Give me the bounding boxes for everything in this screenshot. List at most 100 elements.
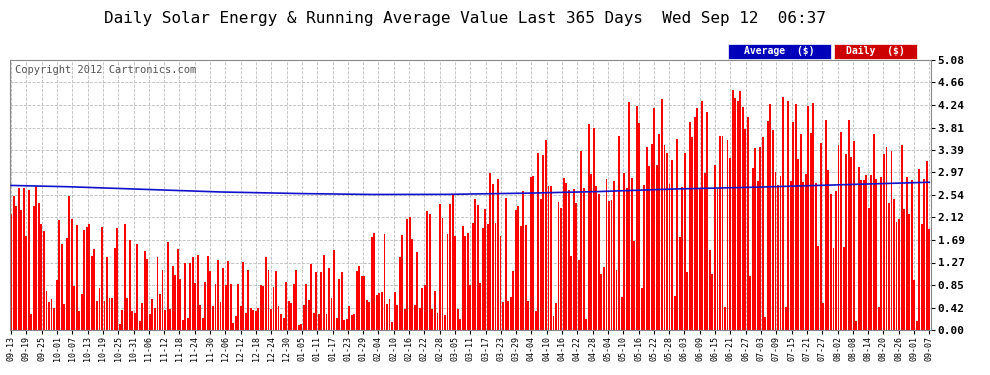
Bar <box>528 301 530 330</box>
Bar <box>883 154 885 330</box>
Bar <box>479 283 481 330</box>
Bar <box>618 136 620 330</box>
Bar <box>772 130 774 330</box>
Bar <box>828 170 830 330</box>
Bar <box>709 250 711 330</box>
Bar <box>121 310 123 330</box>
Bar <box>916 321 918 330</box>
Bar <box>350 315 352 330</box>
Bar <box>280 314 282 330</box>
Bar <box>227 261 229 330</box>
Bar <box>552 316 554 330</box>
Bar <box>311 264 312 330</box>
Bar <box>277 306 279 330</box>
Bar <box>411 238 413 330</box>
Bar <box>754 148 756 330</box>
Bar <box>137 244 139 330</box>
Bar <box>378 293 380 330</box>
Bar <box>466 233 468 330</box>
Bar <box>888 203 890 330</box>
Bar <box>308 300 310 330</box>
Bar <box>371 237 373 330</box>
Bar <box>272 286 274 330</box>
Bar <box>389 299 390 330</box>
Bar <box>565 183 567 330</box>
Bar <box>717 188 719 330</box>
Text: Copyright 2012 Cartronics.com: Copyright 2012 Cartronics.com <box>15 65 196 75</box>
Bar <box>93 249 95 330</box>
Bar <box>818 246 820 330</box>
Bar <box>88 224 90 330</box>
Bar <box>875 179 877 330</box>
Bar <box>240 306 242 330</box>
Bar <box>658 134 660 330</box>
Bar <box>144 251 146 330</box>
Bar <box>147 260 148 330</box>
Bar <box>573 189 574 330</box>
Bar <box>714 165 716 330</box>
Bar <box>603 267 605 330</box>
Bar <box>810 133 812 330</box>
Bar <box>166 242 168 330</box>
Bar <box>588 124 590 330</box>
Bar <box>505 198 507 330</box>
Bar <box>55 280 57 330</box>
Bar <box>119 324 121 330</box>
Bar <box>238 284 240 330</box>
Bar <box>391 322 393 330</box>
Bar <box>727 140 729 330</box>
Bar <box>326 314 328 330</box>
Bar <box>870 175 872 330</box>
Bar <box>823 303 825 330</box>
Bar <box>538 153 540 330</box>
Bar <box>194 282 196 330</box>
Bar <box>898 219 900 330</box>
Bar <box>285 282 287 330</box>
Bar <box>631 178 633 330</box>
Bar <box>590 174 592 330</box>
Bar <box>355 272 357 330</box>
Bar <box>595 186 597 330</box>
Bar <box>275 272 277 330</box>
Bar <box>543 155 545 330</box>
Bar <box>585 319 587 330</box>
Bar <box>926 161 928 330</box>
Bar <box>686 272 688 330</box>
Bar <box>623 173 625 330</box>
Bar <box>53 308 55 330</box>
Bar <box>515 210 517 330</box>
Bar <box>414 305 416 330</box>
Bar <box>225 285 227 330</box>
Bar <box>267 270 269 330</box>
Bar <box>562 178 564 330</box>
Bar <box>15 206 17 330</box>
Bar <box>456 309 458 330</box>
Bar <box>645 147 647 330</box>
Bar <box>129 240 131 330</box>
Bar <box>36 186 38 330</box>
Bar <box>424 285 426 330</box>
Bar <box>205 282 206 330</box>
Bar <box>333 250 335 330</box>
Bar <box>787 101 789 330</box>
Bar <box>298 326 300 330</box>
Bar <box>656 165 658 330</box>
Bar <box>929 229 931 330</box>
Bar <box>401 235 403 330</box>
Bar <box>852 141 854 330</box>
Bar <box>487 224 489 330</box>
Bar <box>396 305 398 330</box>
Bar <box>161 270 163 330</box>
Bar <box>613 181 615 330</box>
Bar <box>461 226 463 330</box>
Bar <box>429 214 431 330</box>
Bar <box>774 172 776 330</box>
Bar <box>449 204 451 330</box>
Bar <box>116 228 118 330</box>
Bar <box>893 199 895 330</box>
Bar <box>73 286 75 330</box>
Bar <box>127 297 128 330</box>
Bar <box>601 274 602 330</box>
Bar <box>769 104 771 330</box>
Bar <box>459 319 461 330</box>
